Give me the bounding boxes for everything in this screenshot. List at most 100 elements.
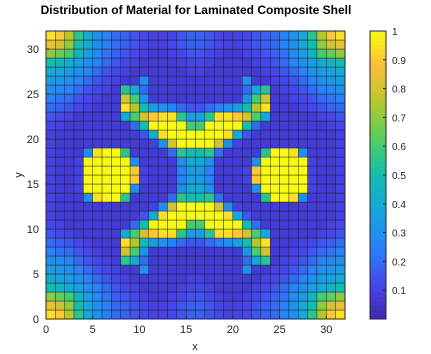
- colorbar-swatch: [370, 202, 386, 207]
- heatmap-cell: [195, 75, 206, 86]
- heatmap-cell: [195, 48, 206, 59]
- heatmap-cell: [326, 246, 336, 257]
- heatmap-cell: [45, 129, 56, 140]
- heatmap-cell: [232, 192, 243, 203]
- heatmap-cell: [83, 75, 93, 86]
- heatmap-cell: [101, 246, 112, 257]
- colorbar-swatch: [370, 215, 386, 221]
- heatmap-cell: [167, 102, 178, 113]
- heatmap-cell: [316, 66, 327, 77]
- heatmap-cell: [251, 201, 262, 212]
- heatmap-cell: [55, 39, 65, 50]
- heatmap-cell: [129, 102, 140, 113]
- heatmap-cell: [326, 273, 336, 284]
- heatmap-cell: [45, 156, 56, 167]
- heatmap-cell: [185, 219, 196, 230]
- heatmap-cell: [167, 147, 178, 158]
- heatmap-cell: [242, 93, 252, 104]
- heatmap-cell: [111, 129, 121, 140]
- heatmap-cell: [242, 228, 252, 239]
- heatmap-cell: [232, 84, 243, 95]
- heatmap-cell: [195, 192, 206, 203]
- heatmap-cell: [92, 120, 103, 131]
- y-axis-label: y: [13, 172, 25, 178]
- heatmap-cell: [270, 300, 280, 311]
- heatmap-cell: [92, 291, 103, 302]
- heatmap-cell: [307, 84, 318, 95]
- heatmap-cell: [92, 48, 103, 59]
- heatmap-cell: [64, 201, 75, 212]
- heatmap-cell: [148, 57, 159, 68]
- colorbar-swatch: [370, 184, 386, 189]
- heatmap-cell: [307, 48, 318, 59]
- heatmap-cell: [64, 246, 75, 257]
- heatmap-cell: [298, 165, 308, 176]
- heatmap-cell: [139, 228, 149, 239]
- heatmap-cell: [45, 300, 56, 311]
- heatmap-cell: [120, 192, 131, 203]
- heatmap-cell: [92, 282, 103, 293]
- heatmap-cell: [335, 300, 346, 311]
- y-tick-label: 0: [33, 314, 39, 326]
- heatmap-cell: [101, 219, 112, 230]
- heatmap-cell: [55, 174, 65, 185]
- heatmap-cell: [242, 246, 252, 257]
- heatmap-cell: [251, 264, 262, 275]
- heatmap-cell: [298, 201, 308, 212]
- heatmap-cell: [129, 66, 140, 77]
- colorbar-swatch: [370, 121, 386, 126]
- heatmap-cell: [279, 165, 290, 176]
- heatmap-cell: [307, 246, 318, 257]
- heatmap-cell: [148, 174, 159, 185]
- heatmap-cell: [288, 84, 299, 95]
- heatmap-cell: [204, 30, 215, 41]
- heatmap-cell: [176, 75, 187, 86]
- heatmap-cell: [92, 84, 103, 95]
- heatmap-cell: [279, 102, 290, 113]
- heatmap-cell: [167, 129, 178, 140]
- heatmap-cell: [129, 183, 140, 194]
- heatmap-cell: [195, 174, 206, 185]
- heatmap-cell: [64, 93, 75, 104]
- heatmap-cell: [139, 309, 149, 320]
- heatmap-cell: [316, 192, 327, 203]
- x-axis-label: x: [192, 341, 198, 353]
- heatmap-cell: [213, 255, 224, 266]
- heatmap-cell: [326, 165, 336, 176]
- heatmap-cell: [316, 219, 327, 230]
- heatmap-cell: [213, 264, 224, 275]
- heatmap-cell: [242, 300, 252, 311]
- heatmap-cell: [195, 165, 206, 176]
- heatmap-cell: [204, 84, 215, 95]
- heatmap-cell: [326, 228, 336, 239]
- heatmap-cell: [279, 93, 290, 104]
- heatmap-cell: [83, 282, 93, 293]
- heatmap-cell: [195, 39, 206, 50]
- colorbar-swatch: [370, 296, 386, 302]
- heatmap-cell: [260, 183, 271, 194]
- heatmap-cell: [213, 93, 224, 104]
- heatmap-cell: [242, 75, 252, 86]
- heatmap-cell: [176, 183, 187, 194]
- heatmap-cell: [167, 309, 178, 320]
- heatmap-cell: [129, 147, 140, 158]
- heatmap-cell: [148, 273, 159, 284]
- heatmap-cell: [101, 111, 112, 122]
- heatmap-cell: [64, 165, 75, 176]
- x-tick-label: 30: [320, 324, 332, 336]
- colorbar-swatch: [370, 274, 386, 279]
- heatmap-cell: [204, 237, 215, 248]
- heatmap-cell: [279, 39, 290, 50]
- heatmap-cell: [45, 246, 56, 257]
- heatmap-cell: [195, 255, 206, 266]
- heatmap-cell: [45, 174, 56, 185]
- colorbar-swatch: [370, 49, 386, 54]
- heatmap-cell: [223, 57, 234, 68]
- heatmap-cell: [223, 129, 234, 140]
- heatmap-cell: [176, 147, 187, 158]
- heatmap-cell: [232, 300, 243, 311]
- colorbar-swatch: [370, 98, 386, 104]
- heatmap-cell: [55, 84, 65, 95]
- heatmap-cell: [270, 309, 280, 320]
- heatmap-cell: [242, 165, 252, 176]
